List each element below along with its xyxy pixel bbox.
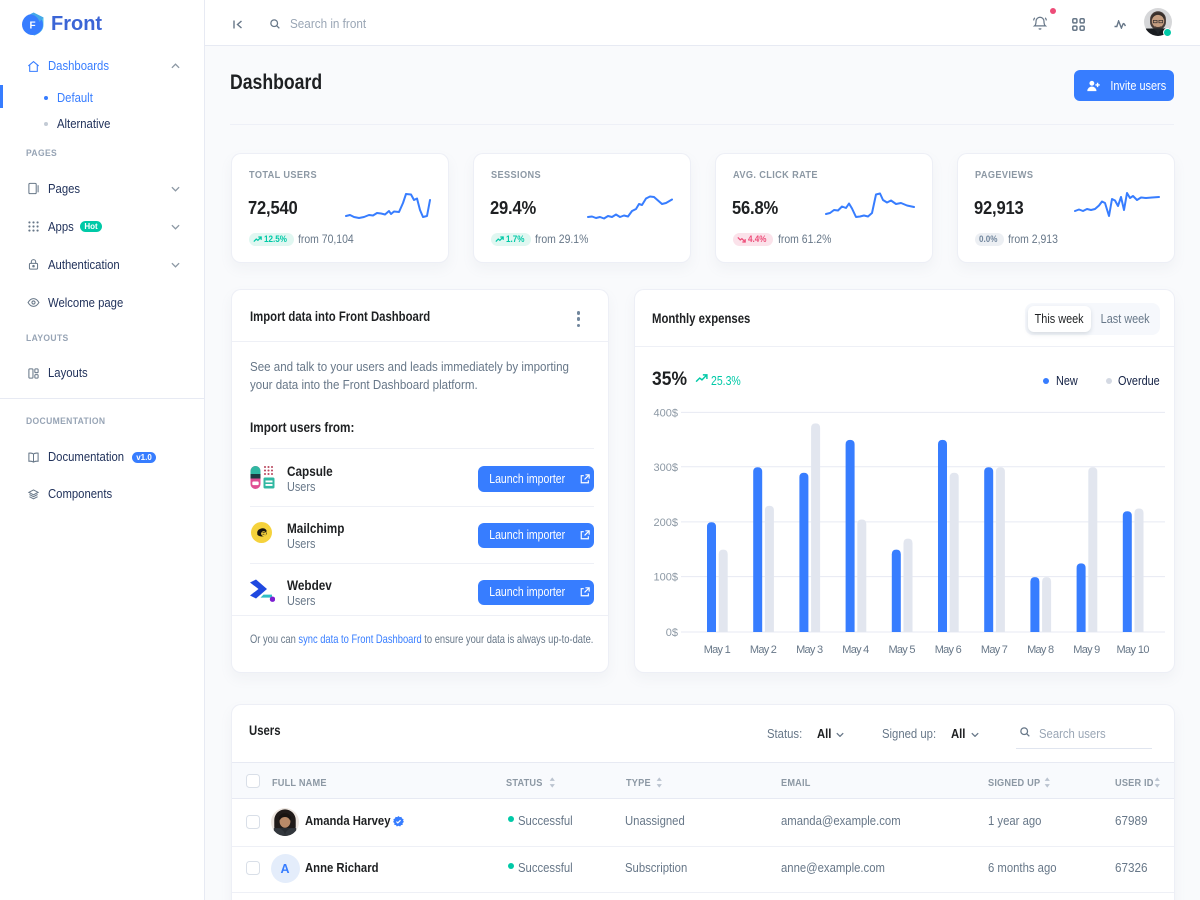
svg-text:May 3: May 3 xyxy=(796,644,823,656)
svg-text:May 9: May 9 xyxy=(1073,644,1100,656)
svg-text:May 5: May 5 xyxy=(889,644,916,656)
svg-text:100$: 100$ xyxy=(654,572,678,584)
svg-text:May 4: May 4 xyxy=(842,644,869,656)
svg-text:F: F xyxy=(29,21,35,32)
svg-text:May 1: May 1 xyxy=(704,644,731,656)
svg-text:May 7: May 7 xyxy=(981,644,1008,656)
svg-text:May 8: May 8 xyxy=(1027,644,1054,656)
svg-text:May 2: May 2 xyxy=(750,644,777,656)
svg-text:May 6: May 6 xyxy=(935,644,962,656)
svg-text:200$: 200$ xyxy=(654,517,678,529)
svg-text:May 10: May 10 xyxy=(1117,644,1150,656)
svg-text:400$: 400$ xyxy=(654,408,678,420)
svg-text:300$: 300$ xyxy=(654,462,678,474)
svg-text:0$: 0$ xyxy=(666,627,678,639)
